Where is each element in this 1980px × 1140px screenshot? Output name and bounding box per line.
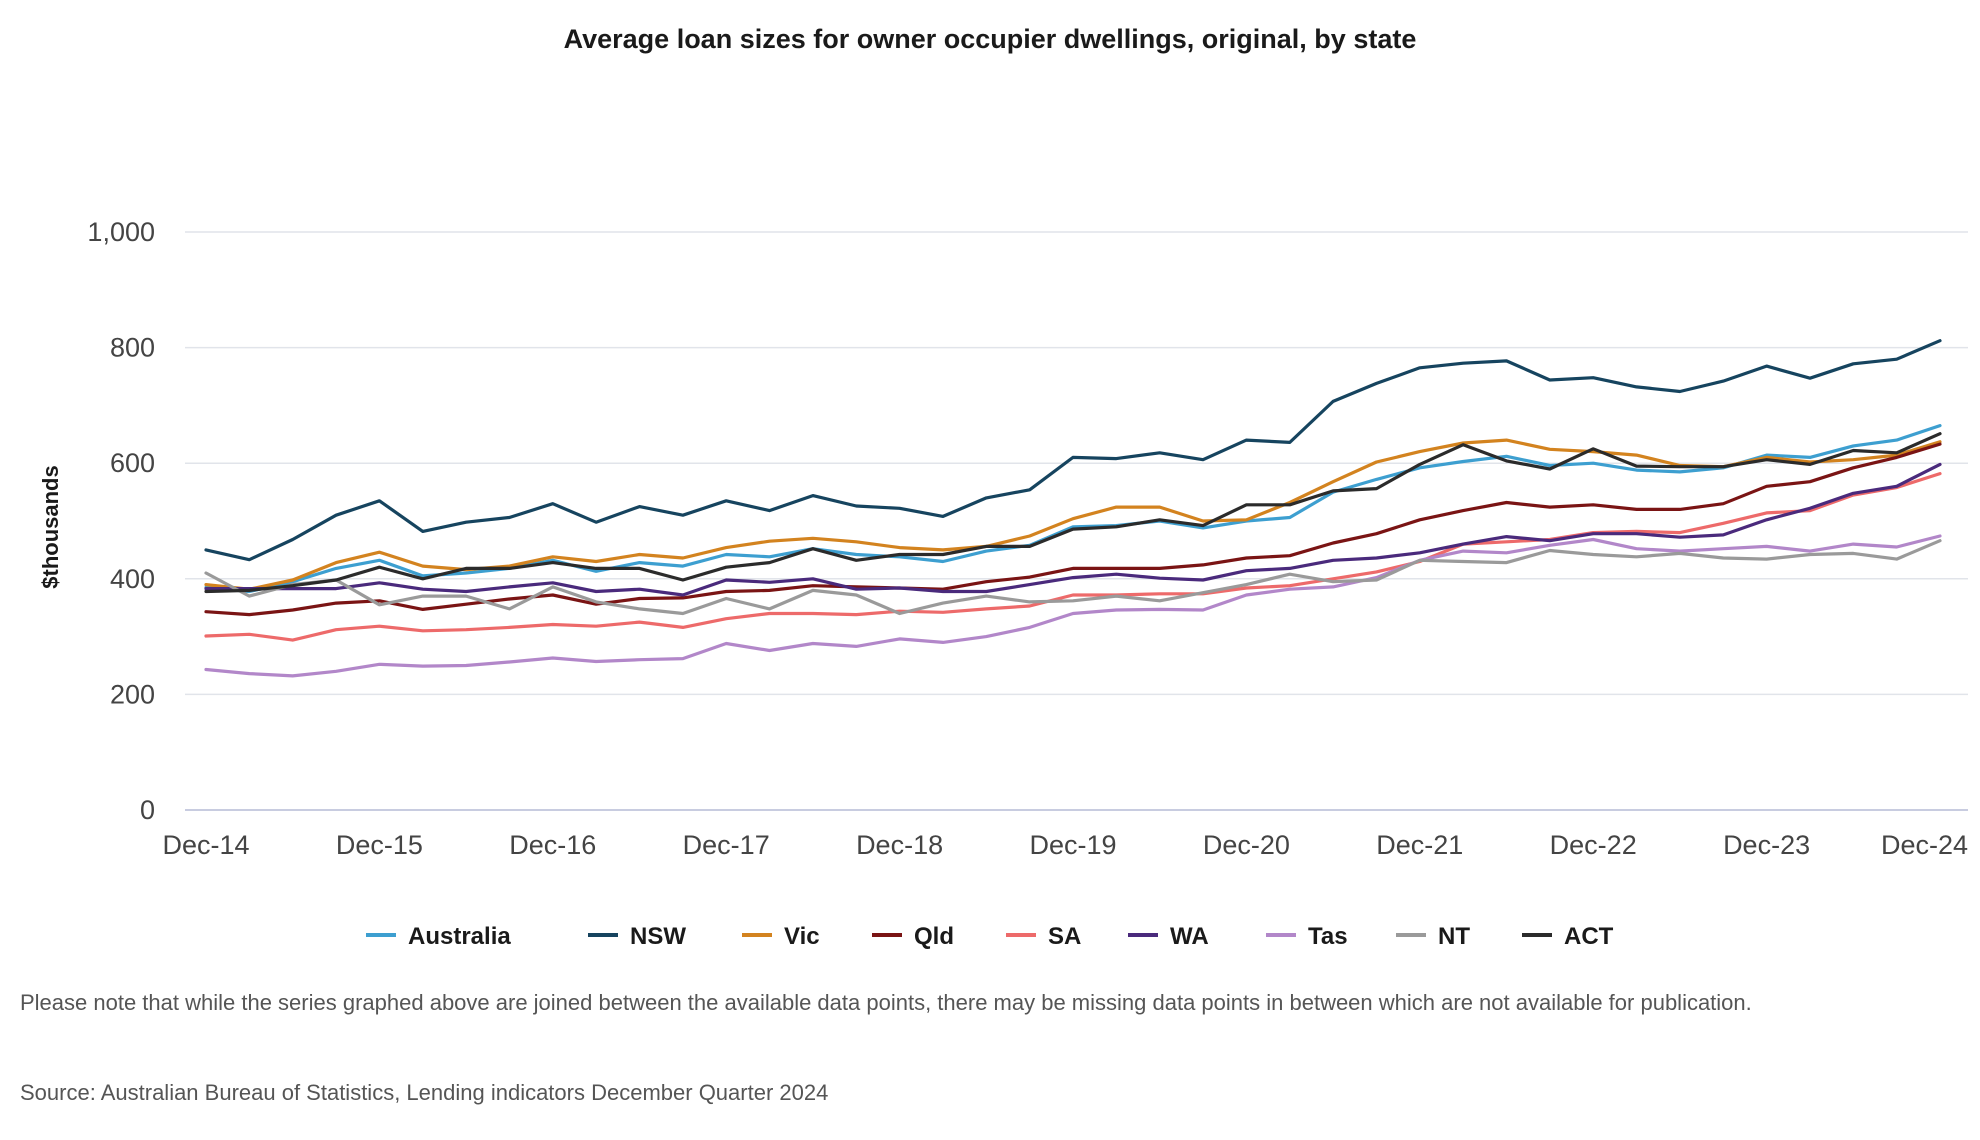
y-tick-label: 200: [110, 679, 155, 709]
x-axis-ticks: Dec-14 Dec-15 Dec-16 Dec-17 Dec-18 Dec-19 Dec-…: [162, 830, 1968, 860]
chart-title: Average loan sizes for owner occupier dw…: [564, 24, 1417, 54]
y-tick-label: 600: [110, 448, 155, 478]
line-chart: Average loan sizes for owner occupier dw…: [38, 24, 1968, 950]
series-line-tas: [204, 534, 1942, 678]
y-tick-label: 1,000: [87, 217, 155, 247]
x-tick-label: Dec-24: [1881, 830, 1968, 860]
x-tick-label: Dec-15: [336, 830, 423, 860]
legend-label-tas: Tas: [1308, 923, 1348, 950]
x-tick-label: Dec-20: [1203, 830, 1290, 860]
legend-label-vic: Vic: [784, 923, 820, 950]
x-tick-label: Dec-19: [1029, 830, 1116, 860]
x-tick-label: Dec-14: [162, 830, 249, 860]
y-axis-label: $thousands: [38, 465, 63, 588]
footnote: Please note that while the series graphe…: [20, 990, 1752, 1015]
legend-label-australia: Australia: [408, 923, 511, 950]
legend-label-nsw: NSW: [630, 923, 686, 950]
series-line-sa: [204, 472, 1942, 642]
x-tick-label: Dec-22: [1550, 830, 1637, 860]
series-line-nt: [204, 539, 1942, 616]
y-axis-ticks: 0 200 400 600 800 1,000: [87, 217, 155, 825]
legend-label-qld: Qld: [914, 923, 954, 950]
series-lines: [204, 339, 1942, 678]
source-note: Source: Australian Bureau of Statistics,…: [20, 1080, 829, 1105]
legend-label-wa: WA: [1170, 923, 1209, 950]
series-line-nsw: [204, 339, 1942, 562]
x-tick-label: Dec-16: [509, 830, 596, 860]
legend-label-act: ACT: [1564, 923, 1614, 950]
legend: Australia NSW Vic Qld SA WA Tas NT ACT: [366, 923, 1614, 950]
x-tick-label: Dec-18: [856, 830, 943, 860]
x-tick-label: Dec-21: [1376, 830, 1463, 860]
series-line-wa: [204, 462, 1942, 597]
x-tick-label: Dec-17: [683, 830, 770, 860]
series-line-qld: [204, 442, 1942, 617]
legend-label-nt: NT: [1438, 923, 1470, 950]
gridlines: [185, 231, 1968, 811]
legend-label-sa: SA: [1048, 923, 1081, 950]
y-tick-label: 400: [110, 564, 155, 594]
series-line-act: [204, 432, 1942, 594]
x-tick-label: Dec-23: [1723, 830, 1810, 860]
y-tick-label: 0: [140, 795, 155, 825]
y-tick-label: 800: [110, 333, 155, 363]
